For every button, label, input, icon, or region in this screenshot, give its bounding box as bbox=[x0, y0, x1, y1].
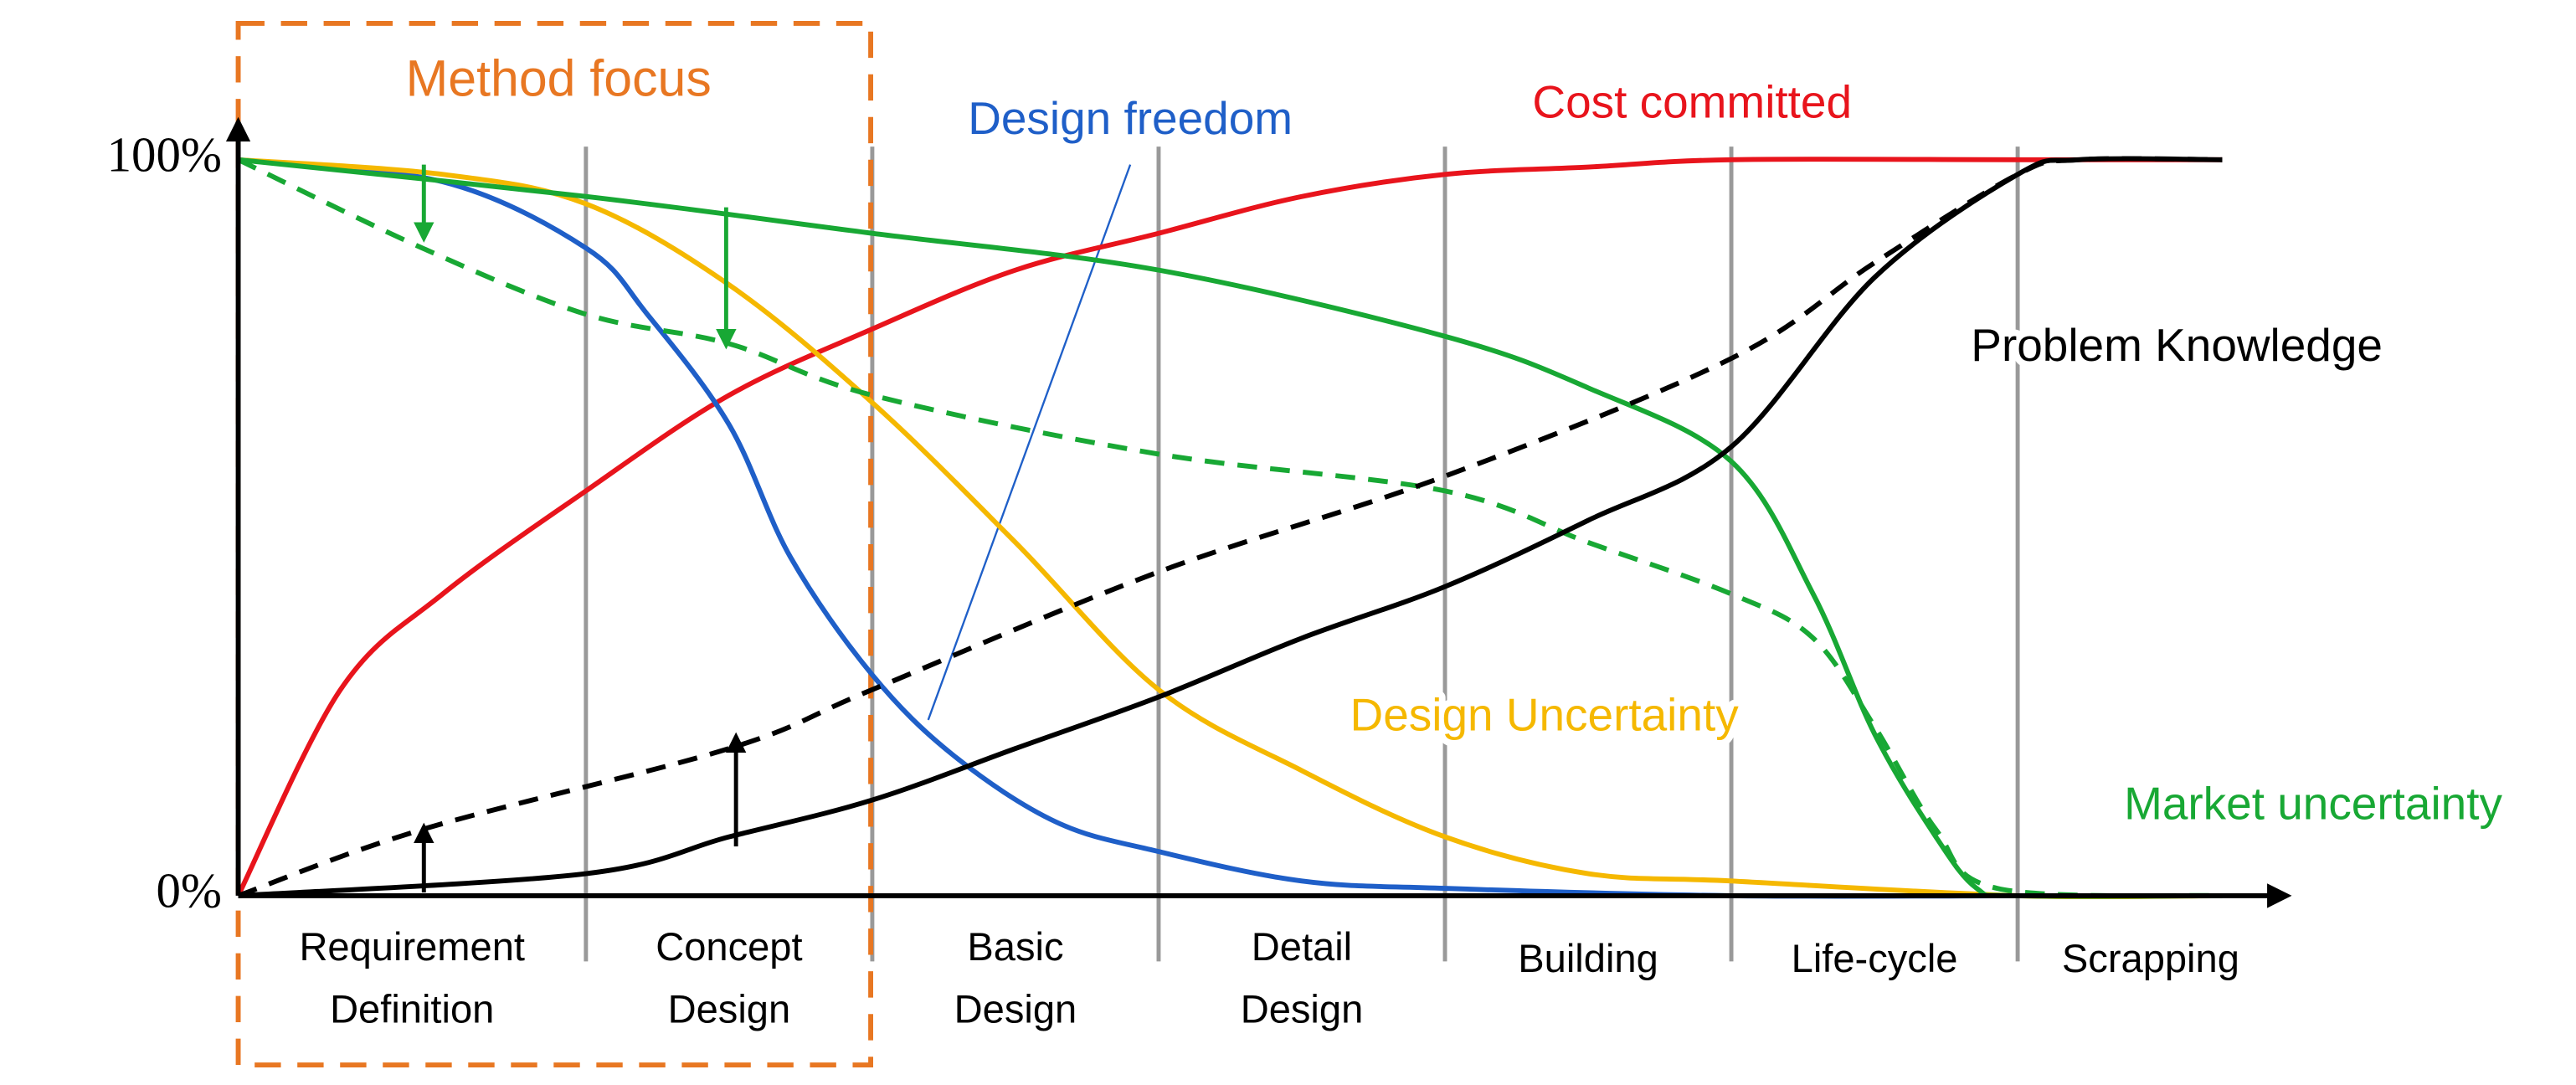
dashed-line bbox=[237, 157, 2223, 898]
x-category-label: Building bbox=[1518, 936, 1658, 980]
x-category-label: Design bbox=[954, 987, 1077, 1031]
labels: 100% 0% Requirement Definition Concept Design… bbox=[107, 44, 2510, 1031]
x-category-label: Design bbox=[1241, 987, 1364, 1031]
x-category-label: Basic bbox=[967, 924, 1063, 969]
annotation: Market uncertainty bbox=[2124, 777, 2502, 829]
annotation: Design freedom bbox=[968, 92, 1293, 144]
line bbox=[235, 157, 2223, 897]
curves bbox=[235, 156, 2223, 900]
phase-lines bbox=[584, 147, 2020, 962]
x-category-label: Definition bbox=[330, 987, 494, 1031]
method-focus-box bbox=[235, 20, 874, 1067]
x-category-label: Requirement bbox=[299, 924, 525, 969]
y-tick-label: 100% bbox=[107, 127, 222, 182]
annotation: Problem Knowledge bbox=[1971, 319, 2383, 371]
x-category-label: Life-cycle bbox=[1792, 936, 1958, 980]
annotation: Cost committed bbox=[1532, 76, 1852, 128]
x-category-label: Scrapping bbox=[2062, 936, 2239, 980]
x-category-label: Detail bbox=[1252, 924, 1352, 969]
line bbox=[238, 157, 2018, 899]
dashed-line bbox=[237, 156, 2223, 898]
x-category-label: Design bbox=[668, 987, 791, 1031]
annotation: Design Uncertainty bbox=[1350, 688, 1740, 740]
y-tick-label: 0% bbox=[156, 863, 221, 918]
x-category-label: Concept bbox=[656, 924, 802, 969]
annotation: Method focus bbox=[406, 50, 712, 107]
line bbox=[238, 157, 2223, 900]
arrows bbox=[414, 164, 747, 892]
leader-line bbox=[927, 164, 1132, 721]
